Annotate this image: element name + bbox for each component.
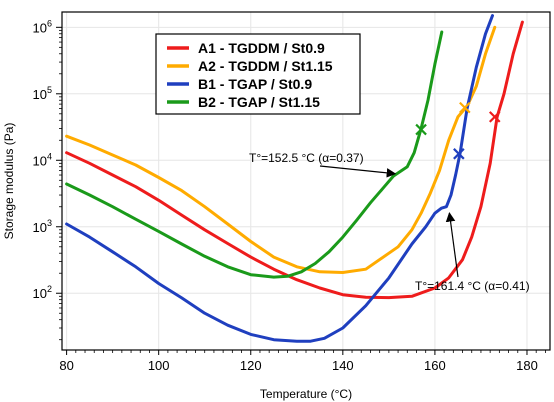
- x-tick-label: 80: [59, 358, 73, 373]
- series-line-4: [65, 30, 444, 279]
- cross-marker-2: [459, 101, 471, 114]
- cross-marker-3: [453, 148, 465, 160]
- x-axis-label: Temperature (°C): [260, 387, 352, 401]
- data-curves: [65, 14, 524, 343]
- legend-box: [155, 33, 361, 115]
- cross-markers: [415, 101, 501, 160]
- y-tick-label: 106: [33, 18, 52, 35]
- x-tick-label: 120: [240, 358, 262, 373]
- legend-label: A2 - TGDDM / St1.15: [198, 58, 333, 74]
- y-axis-ticks: 102 103 104 105 106: [33, 18, 62, 341]
- series-line-3: [65, 14, 494, 343]
- series-line-2: [65, 25, 497, 274]
- y-tick-label: 105: [33, 85, 52, 102]
- legend-label: A1 - TGDDM / St0.9: [198, 40, 325, 56]
- y-tick-label: 103: [33, 218, 52, 235]
- x-tick-label: 180: [516, 358, 538, 373]
- y-tick-label: 102: [33, 284, 52, 301]
- x-tick-label: 160: [424, 358, 446, 373]
- x-tick-label: 100: [148, 358, 170, 373]
- annotations: T°=152.5 °C (α=0.37) T°=161.4 °C (α=0.41): [249, 151, 530, 293]
- x-axis-ticks: 80 100 120 140 160 180: [59, 350, 546, 373]
- series-line-1: [65, 20, 524, 300]
- y-tick-label: 104: [33, 151, 52, 168]
- legend: A1 - TGDDM / St0.9 A2 - TGDDM / St1.15 B1 …: [155, 33, 361, 115]
- cross-marker-4: [415, 123, 427, 136]
- annotation-arrow-2: [445, 212, 459, 278]
- cross-marker-1: [488, 111, 501, 123]
- y-axis-label: Storage modulus (Pa): [2, 123, 16, 240]
- x-tick-label: 140: [332, 358, 354, 373]
- annotation-arrow-1: [319, 165, 397, 178]
- legend-label: B1 - TGAP / St0.9: [198, 76, 312, 92]
- annotation-label-2: T°=161.4 °C (α=0.41): [415, 279, 530, 293]
- legend-label: B2 - TGAP / St1.15: [198, 94, 320, 110]
- annotation-label-1: T°=152.5 °C (α=0.37): [249, 151, 364, 165]
